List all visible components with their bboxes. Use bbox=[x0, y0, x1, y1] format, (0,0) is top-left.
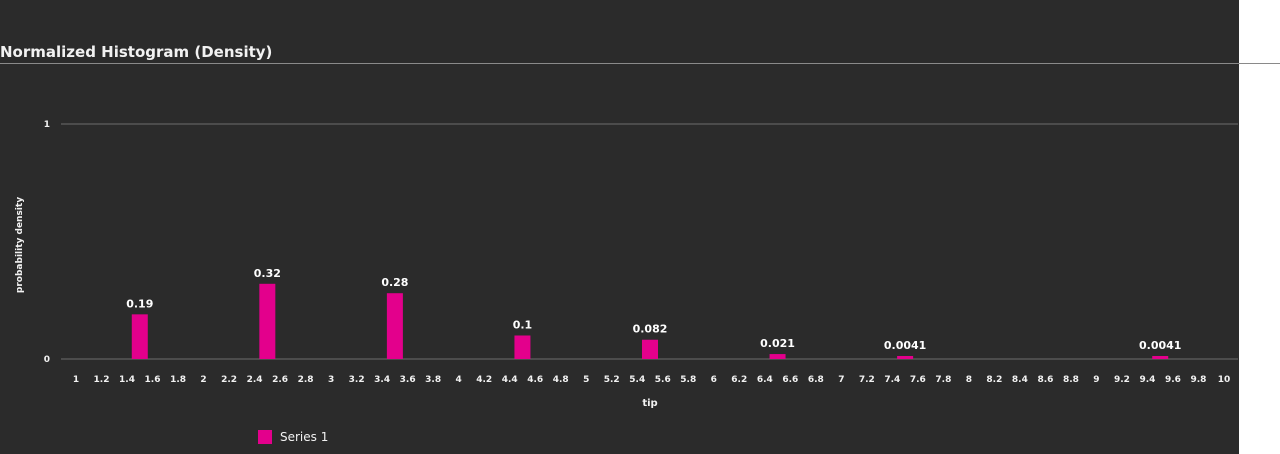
chart-panel bbox=[0, 0, 1239, 454]
x-tick-label: 5.2 bbox=[604, 375, 620, 385]
y-tick-label: 1 bbox=[44, 120, 50, 130]
x-tick-label: 8.4 bbox=[1012, 375, 1028, 385]
x-tick-label: 9.6 bbox=[1165, 375, 1181, 385]
x-tick-label: 2 bbox=[200, 375, 206, 385]
x-tick-label: 1 bbox=[73, 375, 79, 385]
x-axis-title: tip bbox=[642, 398, 657, 409]
x-tick-label: 8.6 bbox=[1037, 375, 1053, 385]
title-divider bbox=[0, 63, 1280, 64]
x-tick-label: 1.4 bbox=[119, 375, 135, 385]
bar-data-label: 0.0041 bbox=[884, 339, 926, 352]
x-tick-label: 4.2 bbox=[476, 375, 492, 385]
histogram-bar bbox=[259, 283, 276, 359]
y-tick-labels: 01 bbox=[44, 120, 50, 365]
x-tick-labels: 1 1.2 1.4 1.6 1.8 2 2.2 2.4 2.6 2.8 3 3.2 3.4 3.6 3.8 4… bbox=[73, 375, 1230, 385]
legend: Series 1 bbox=[258, 430, 328, 444]
x-tick-label: 5.4 bbox=[629, 375, 645, 385]
x-tick-label: 9.2 bbox=[1114, 375, 1130, 385]
x-tick-label: 8.8 bbox=[1063, 375, 1079, 385]
y-tick-label: 0 bbox=[44, 355, 50, 365]
x-tick-label: 2.4 bbox=[247, 375, 263, 385]
x-tick-label: 4.4 bbox=[502, 375, 518, 385]
x-tick-label: 7 bbox=[838, 375, 844, 385]
x-tick-label: 3.2 bbox=[349, 375, 365, 385]
x-tick-label: 1.2 bbox=[94, 375, 110, 385]
x-tick-label: 9.8 bbox=[1191, 375, 1207, 385]
x-tick-label: 8.2 bbox=[986, 375, 1002, 385]
x-tick-label: 1.8 bbox=[170, 375, 186, 385]
x-tick-label: 5.8 bbox=[680, 375, 696, 385]
x-tick-label: 10 bbox=[1218, 375, 1231, 385]
bar-data-label: 0.28 bbox=[381, 276, 408, 289]
bar-data-label: 0.082 bbox=[633, 323, 668, 336]
histogram-bar bbox=[514, 335, 531, 359]
x-tick-label: 4.8 bbox=[553, 375, 569, 385]
histogram-bar bbox=[897, 356, 914, 359]
x-tick-label: 2.8 bbox=[298, 375, 314, 385]
x-tick-label: 7.8 bbox=[935, 375, 951, 385]
chart-title: Normalized Histogram (Density) bbox=[0, 43, 273, 61]
x-tick-label: 4 bbox=[456, 375, 462, 385]
bar-data-label: 0.32 bbox=[254, 267, 281, 280]
x-tick-label: 5.6 bbox=[655, 375, 671, 385]
x-tick-label: 6.6 bbox=[782, 375, 798, 385]
x-tick-label: 8 bbox=[966, 375, 972, 385]
x-tick-label: 3.6 bbox=[400, 375, 416, 385]
bar-data-label: 0.021 bbox=[760, 337, 795, 350]
histogram-bar bbox=[642, 339, 658, 359]
x-tick-label: 3.8 bbox=[425, 375, 441, 385]
histogram-bar bbox=[386, 293, 403, 359]
x-tick-label: 4.6 bbox=[527, 375, 543, 385]
x-tick-label: 7.4 bbox=[884, 375, 900, 385]
x-tick-label: 2.2 bbox=[221, 375, 237, 385]
x-tick-label: 5 bbox=[583, 375, 589, 385]
x-tick-label: 6 bbox=[711, 375, 717, 385]
legend-label: Series 1 bbox=[280, 430, 329, 444]
histogram-bar bbox=[769, 354, 786, 359]
histogram-bar bbox=[1152, 356, 1169, 359]
bar-data-label: 0.0041 bbox=[1139, 339, 1181, 352]
legend-swatch bbox=[258, 430, 272, 444]
x-tick-label: 7.6 bbox=[910, 375, 926, 385]
x-tick-label: 3 bbox=[328, 375, 334, 385]
x-tick-label: 6.2 bbox=[731, 375, 747, 385]
x-tick-label: 6.4 bbox=[757, 375, 773, 385]
y-axis-title: probability density bbox=[15, 197, 25, 293]
x-tick-label: 3.4 bbox=[374, 375, 390, 385]
x-tick-label: 9 bbox=[1093, 375, 1099, 385]
bars bbox=[131, 283, 1169, 359]
x-tick-label: 6.8 bbox=[808, 375, 824, 385]
x-tick-label: 7.2 bbox=[859, 375, 875, 385]
histogram-bar bbox=[131, 314, 148, 359]
bar-data-label: 0.1 bbox=[513, 319, 533, 332]
x-tick-label: 2.6 bbox=[272, 375, 288, 385]
x-tick-label: 1.6 bbox=[145, 375, 161, 385]
data-labels: 0.19 0.32 0.28 0.1 0.082 0.021 0.0041 0.0041 bbox=[126, 267, 1181, 352]
x-tick-label: 9.4 bbox=[1139, 375, 1155, 385]
bar-data-label: 0.19 bbox=[126, 297, 153, 310]
